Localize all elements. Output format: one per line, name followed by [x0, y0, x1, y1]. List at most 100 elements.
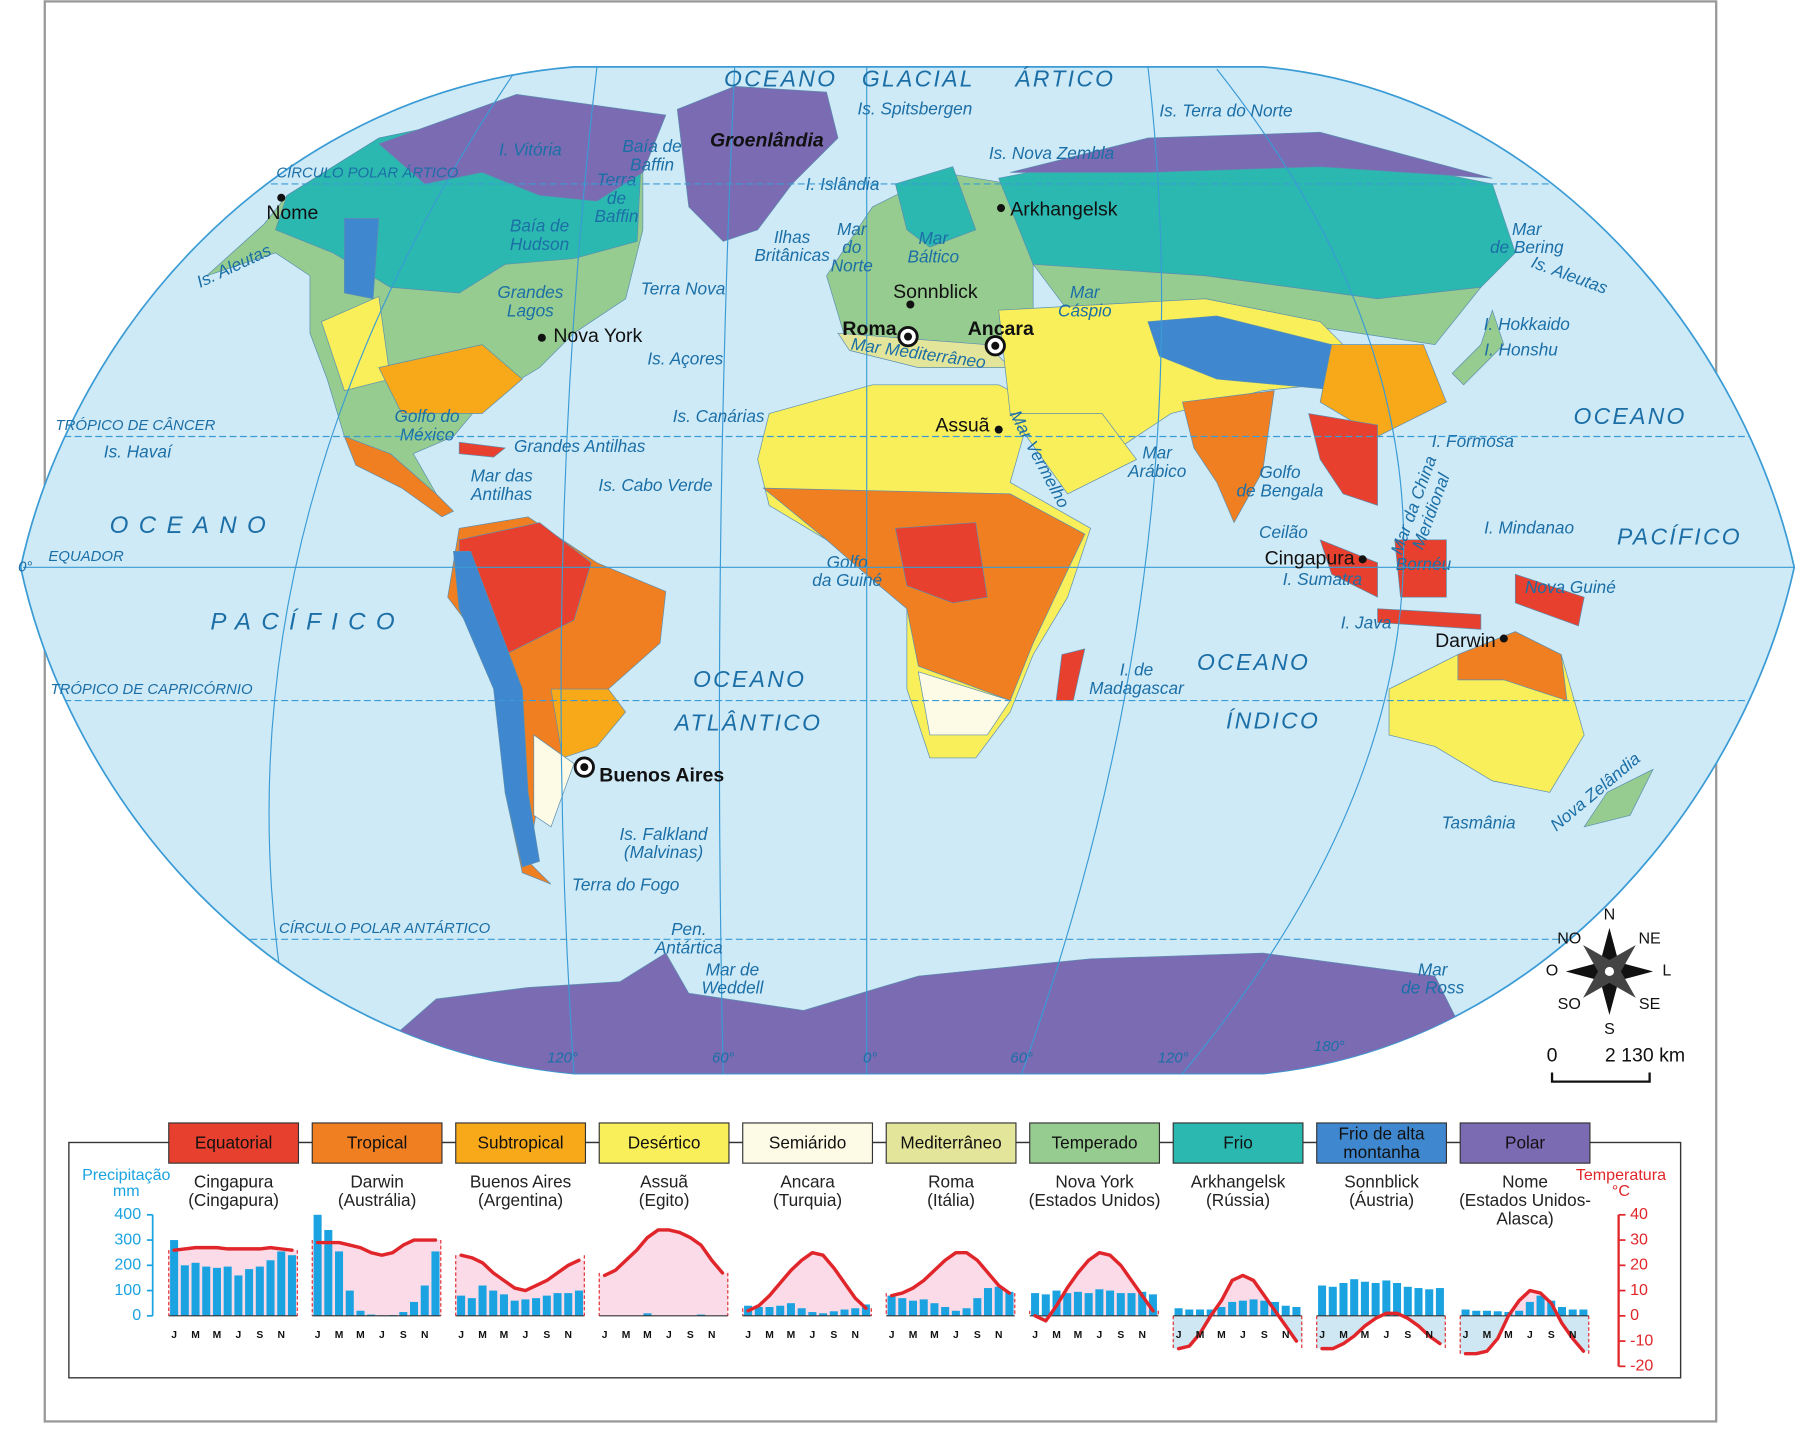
- month-label: J: [809, 1330, 815, 1341]
- precip-bar: [1292, 1306, 1301, 1316]
- precip-bar: [457, 1295, 466, 1316]
- station-name-line: (Itália): [927, 1190, 975, 1210]
- sea-label-line: Nova Guiné: [1525, 577, 1616, 597]
- sea-label-line: Grandes Antilhas: [514, 435, 646, 455]
- sea-label-line: Mar: [1070, 282, 1101, 302]
- sea-label-line: PACÍFICO: [210, 609, 405, 636]
- month-label: J: [1383, 1330, 1389, 1341]
- temp-tick-label: 20: [1630, 1256, 1648, 1274]
- precip-tick-label: 100: [114, 1281, 141, 1299]
- precip-bar: [930, 1303, 939, 1316]
- sea-label-line: Norte: [831, 255, 873, 275]
- month-label: N: [1282, 1330, 1289, 1341]
- month-label: N: [851, 1330, 858, 1341]
- precip-bar: [1084, 1293, 1093, 1316]
- precip-tick-label: 300: [114, 1230, 141, 1248]
- sea-label: Nova Guiné: [1525, 577, 1616, 597]
- legend-label-line: Temperado: [1052, 1132, 1138, 1152]
- legend-label: Temperado: [1052, 1132, 1138, 1152]
- precip-bar: [1403, 1286, 1412, 1316]
- legend-label-line: Semiárido: [769, 1132, 846, 1152]
- station-name-line: Nova York: [1055, 1171, 1134, 1191]
- precip-bar: [1360, 1281, 1369, 1316]
- month-label: N: [565, 1330, 572, 1341]
- sea-label-line: Golfo: [827, 551, 869, 571]
- precip-bar: [367, 1314, 376, 1316]
- station-name-line: (Estados Unidos): [1029, 1190, 1161, 1210]
- sea-label-line: OCEANO: [1197, 649, 1310, 675]
- legend-label: Polar: [1505, 1132, 1545, 1152]
- temp-tick-label: 10: [1630, 1281, 1648, 1299]
- temp-tick-label: 0: [1630, 1306, 1639, 1324]
- precip-bar: [170, 1240, 179, 1316]
- precip-bar: [324, 1229, 333, 1316]
- sea-label-line: I. Java: [1341, 612, 1392, 632]
- precip-tick-label: 0: [132, 1306, 141, 1324]
- month-label: J: [1032, 1330, 1038, 1341]
- precip-bar: [223, 1266, 232, 1316]
- parallel-label: CÍRCULO POLAR ANTÁRTICO: [279, 920, 491, 937]
- city-dot: [1499, 634, 1508, 643]
- precip-bar: [1228, 1301, 1237, 1316]
- meridian-label: 60°: [712, 1050, 735, 1067]
- sea-label: Mar de Ross: [1401, 959, 1465, 997]
- month-label: S: [400, 1330, 407, 1341]
- sea-label-line: ÍNDICO: [1226, 707, 1320, 733]
- precip-bar: [1238, 1300, 1247, 1316]
- sea-label-line: Mar de: [706, 959, 760, 979]
- temp-area-warm: [312, 1240, 441, 1316]
- sea-label-line: da Guiné: [812, 570, 882, 590]
- precip-bar: [697, 1314, 706, 1316]
- city-label: Nome: [266, 202, 318, 224]
- month-label: J: [1096, 1330, 1102, 1341]
- sea-label: I. Java: [1341, 612, 1392, 632]
- sea-label-line: Lagos: [507, 300, 554, 320]
- city-dot: [906, 300, 915, 309]
- sea-label: Is. Spitsbergen: [858, 98, 973, 118]
- station-name: Ancara (Turquia): [773, 1171, 842, 1209]
- station-name-line: (Austrália): [338, 1190, 416, 1210]
- station-name: Arkhangelsk (Rússia): [1191, 1171, 1286, 1209]
- sea-label: I. de Madagascar: [1089, 659, 1185, 697]
- precip-bar: [994, 1286, 1003, 1316]
- city-label: Darwin: [1435, 630, 1496, 652]
- precip-bar: [1482, 1310, 1492, 1316]
- precip-bar: [1371, 1282, 1380, 1316]
- precip-bar: [1106, 1290, 1115, 1316]
- sea-label: Is. Canárias: [673, 406, 765, 426]
- month-label: M: [1504, 1330, 1513, 1341]
- month-label: M: [478, 1330, 487, 1341]
- map: [19, 65, 1796, 1075]
- legend-label: Tropical: [347, 1132, 408, 1152]
- sea-label: Mar Arábico: [1127, 442, 1187, 480]
- month-label: S: [256, 1330, 263, 1341]
- station-name-line: Nome: [1502, 1171, 1548, 1191]
- precip-bar: [521, 1299, 530, 1316]
- station-name-line: Arkhangelsk: [1191, 1171, 1286, 1191]
- legend-label: Mediterrâneo: [900, 1132, 1001, 1152]
- month-label: M: [191, 1330, 200, 1341]
- temp-line: [746, 1250, 868, 1313]
- month-label: M: [1074, 1330, 1083, 1341]
- parallel-label: EQUADOR: [48, 548, 124, 565]
- precip-bar: [1185, 1309, 1194, 1316]
- sea-label-line: Baía de: [622, 136, 681, 156]
- precip-bar: [1195, 1309, 1205, 1316]
- precip-bar: [287, 1255, 296, 1316]
- sea-label: Golfo do México: [395, 406, 460, 444]
- land: [206, 86, 1654, 1074]
- temp-line: [1463, 1288, 1586, 1356]
- precip-bar: [887, 1295, 896, 1316]
- precip-bar: [345, 1290, 354, 1316]
- sea-label-line: PACÍFICO: [1617, 524, 1742, 550]
- city-dot: [537, 333, 546, 342]
- precip-bar: [1148, 1294, 1157, 1316]
- legend-swatch: [598, 1122, 730, 1164]
- sea-label-line: Mar: [1512, 218, 1543, 238]
- precip-bar: [919, 1299, 928, 1316]
- capital-label: Buenos Aires: [599, 764, 724, 786]
- new-zealand-shape: [1583, 768, 1654, 828]
- indonesia-shape: [1319, 539, 1585, 630]
- station-name: Nova York (Estados Unidos): [1029, 1171, 1161, 1209]
